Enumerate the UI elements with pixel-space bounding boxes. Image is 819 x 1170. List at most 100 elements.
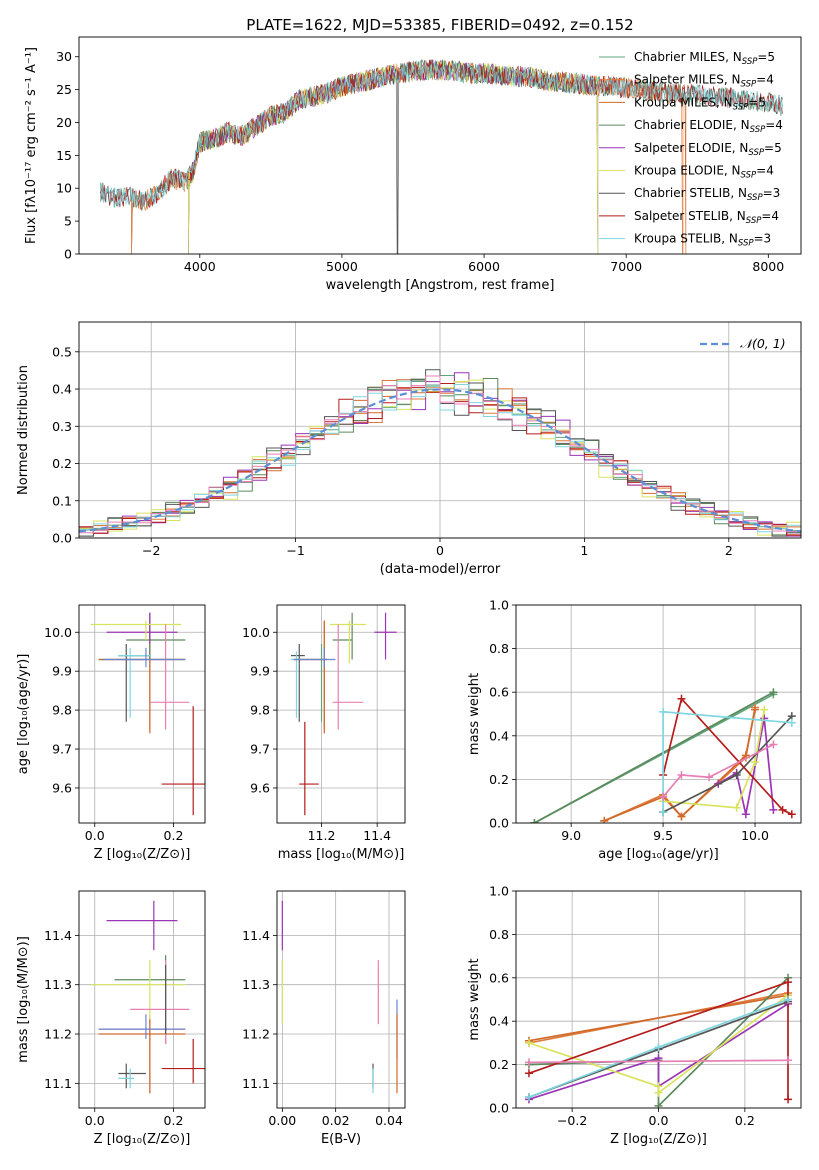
legend-entry: Kroupa ELODIE, NSSP=4 bbox=[634, 164, 774, 181]
figure-title: PLATE=1622, MJD=53385, FIBERID=0492, z=0… bbox=[246, 16, 633, 34]
plus-marker bbox=[677, 694, 686, 703]
hist-legend: 𝒩(0, 1) bbox=[700, 336, 786, 351]
x-axis-label: mass [log₁₀(M/M⊙)] bbox=[278, 847, 405, 862]
y-tick-label: 0.0 bbox=[489, 1101, 509, 1116]
y-tick-label: 9.8 bbox=[52, 703, 72, 718]
plus-marker bbox=[741, 810, 750, 819]
plus-marker bbox=[654, 1088, 663, 1097]
y-tick-label: 0.3 bbox=[52, 419, 72, 434]
y-axis-label: mass [log₁₀(M/M⊙)] bbox=[16, 936, 31, 1063]
plus-marker bbox=[600, 816, 609, 823]
plus-marker bbox=[787, 810, 796, 819]
error-cross-point bbox=[102, 647, 186, 668]
plus-marker bbox=[677, 771, 686, 780]
plus-marker bbox=[784, 1095, 793, 1104]
x-tick-label: 0.02 bbox=[322, 1113, 350, 1128]
y-tick-label: 0.2 bbox=[52, 456, 72, 471]
plus-marker bbox=[524, 1058, 533, 1067]
plus-marker bbox=[659, 808, 668, 817]
y-tick-label: 9.9 bbox=[250, 664, 270, 679]
y-tick-label: 0.8 bbox=[489, 927, 509, 942]
legend-entry: Kroupa MILES, NSSP=5 bbox=[634, 95, 766, 112]
plot-area-weight-Z bbox=[524, 973, 793, 1108]
y-tick-label: 0.8 bbox=[489, 641, 509, 656]
plus-marker bbox=[769, 805, 778, 814]
x-tick-label: 9.5 bbox=[653, 828, 673, 843]
mass-weight-series bbox=[524, 1056, 793, 1067]
plot-area-spectrum bbox=[100, 59, 783, 254]
error-cross-point bbox=[161, 1038, 205, 1084]
y-tick-label: 1.0 bbox=[489, 884, 509, 899]
plus-marker bbox=[784, 978, 793, 987]
x-axis-label: age [log₁₀(age/yr)] bbox=[598, 847, 719, 862]
plus-marker bbox=[769, 688, 778, 697]
x-axis-label: Z [log₁₀(Z/Z⊙)] bbox=[94, 847, 191, 862]
ticks-age-Z: 0.0 0.2 9.6 9.7 9.8 9.9 10.0 bbox=[44, 625, 183, 843]
legend-entry: Chabrier STELIB, NSSP=3 bbox=[634, 186, 780, 203]
y-tick-label: 0.6 bbox=[489, 685, 509, 700]
plus-marker bbox=[654, 1043, 663, 1052]
panel-mass-ebv: 0.00 0.02 0.04 11.1 11.2 11.3 11.4 E(B-V) bbox=[242, 890, 406, 1147]
axes-frame bbox=[78, 321, 802, 539]
plot-area-mass-ebv bbox=[281, 900, 398, 1094]
y-tick-label: 11.3 bbox=[242, 977, 270, 992]
y-tick-label: 10 bbox=[56, 181, 72, 196]
y-axis-label: Flux [fλ10⁻¹⁷ erg cm⁻² s⁻¹ A⁻¹] bbox=[24, 47, 39, 244]
x-tick-label: 5000 bbox=[326, 259, 358, 274]
error-cross-point bbox=[149, 624, 190, 730]
x-tick-label: 0.0 bbox=[85, 1113, 105, 1128]
axes-frame bbox=[78, 36, 802, 255]
legend-entry: Salpeter STELIB, NSSP=4 bbox=[634, 209, 779, 226]
plus-marker bbox=[751, 757, 760, 766]
plus-marker bbox=[778, 805, 787, 814]
y-tick-label: 0 bbox=[64, 247, 72, 262]
plus-marker bbox=[784, 1056, 793, 1065]
y-tick-label: 9.8 bbox=[250, 703, 270, 718]
ticks-age-mass: 11.2 11.4 9.6 9.7 9.8 9.9 10.0 bbox=[242, 625, 391, 843]
y-tick-label: 5 bbox=[64, 214, 72, 229]
legend-entry: Chabrier MILES, NSSP=5 bbox=[634, 50, 775, 67]
plus-marker bbox=[659, 707, 668, 716]
y-tick-label: 11.2 bbox=[242, 1027, 270, 1042]
error-cross-point bbox=[90, 620, 182, 641]
x-tick-label: 1 bbox=[580, 543, 588, 558]
y-tick-label: 0.0 bbox=[52, 531, 72, 546]
x-tick-label: 9.0 bbox=[561, 828, 581, 843]
legend-entry: 𝒩(0, 1) bbox=[740, 336, 786, 351]
x-tick-label: −2 bbox=[142, 543, 160, 558]
axes-frame bbox=[515, 604, 802, 824]
ticks-spectrum: 4000 5000 6000 7000 8000 0 5 10 15 20 25 30 bbox=[56, 49, 784, 274]
y-tick-label: 0.4 bbox=[52, 382, 72, 397]
mass-weight-series bbox=[659, 740, 778, 801]
axes-frame bbox=[78, 890, 206, 1109]
x-tick-label: 0.0 bbox=[649, 1113, 669, 1128]
plus-marker bbox=[524, 1069, 533, 1078]
x-tick-label: 0.2 bbox=[735, 1113, 755, 1128]
spectrum-legend: Chabrier MILES, NSSP=5 Salpeter MILES, NS… bbox=[599, 50, 783, 249]
mass-weight-series bbox=[524, 995, 793, 1102]
legend-entry: Kroupa STELIB, NSSP=3 bbox=[634, 232, 771, 249]
plot-area-mass-Z bbox=[90, 900, 205, 1094]
error-cross-point bbox=[118, 1063, 146, 1089]
y-tick-label: 15 bbox=[56, 148, 72, 163]
ticks-weight-age: 9.0 9.5 10.0 0.0 0.2 0.4 0.6 0.8 1.0 bbox=[489, 598, 769, 844]
plot-area-age-Z bbox=[90, 612, 205, 816]
y-tick-label: 10.0 bbox=[242, 625, 270, 640]
panel-weight-age: 9.0 9.5 10.0 0.0 0.2 0.4 0.6 0.8 1.0 age [log₁₀(a… bbox=[467, 598, 802, 862]
x-axis-label: E(B-V) bbox=[321, 1132, 361, 1147]
y-tick-label: 9.6 bbox=[250, 780, 270, 795]
spectrum-series-line bbox=[100, 59, 783, 254]
x-tick-label: 4000 bbox=[184, 259, 216, 274]
plus-marker bbox=[784, 995, 793, 1004]
axes-frame bbox=[276, 604, 406, 824]
plot-area-age-mass bbox=[290, 612, 397, 816]
spectrum-series-line bbox=[100, 60, 783, 208]
x-tick-label: 7000 bbox=[610, 259, 642, 274]
legend-entry: Salpeter MILES, NSSP=4 bbox=[634, 73, 774, 90]
y-tick-label: 0.0 bbox=[489, 816, 509, 831]
plot-area-weight-age bbox=[530, 688, 796, 823]
axes-frame bbox=[515, 890, 802, 1109]
error-cross-point bbox=[293, 647, 336, 668]
x-tick-label: 8000 bbox=[752, 259, 784, 274]
